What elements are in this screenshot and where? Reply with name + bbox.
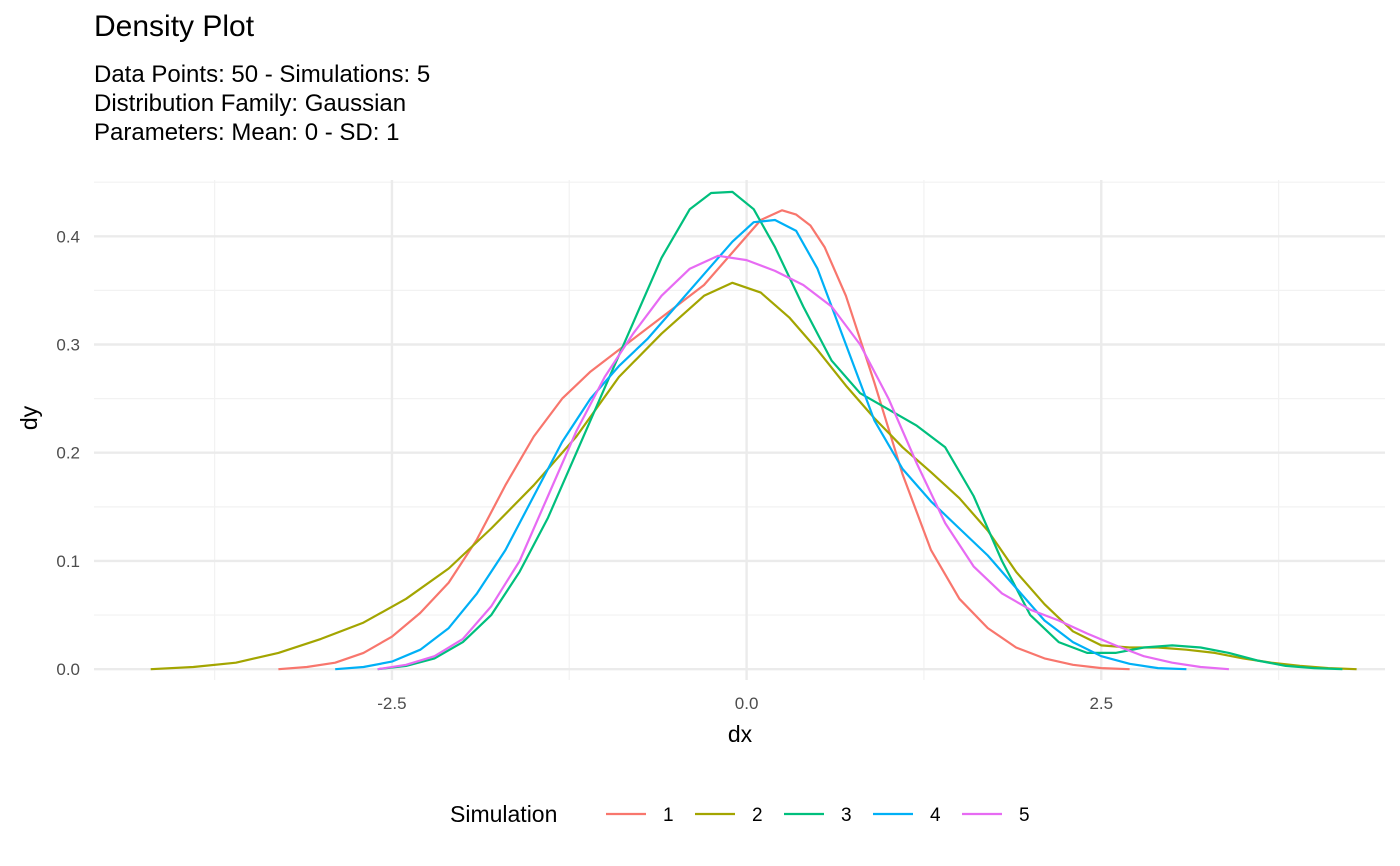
series-line-4 bbox=[335, 218, 1187, 671]
x-axis-title: dx bbox=[728, 721, 753, 747]
grid bbox=[94, 180, 1385, 680]
legend-label-4: 4 bbox=[930, 805, 941, 826]
chart-title: Density Plot bbox=[94, 10, 255, 43]
y-tick-label: 0.1 bbox=[56, 552, 80, 571]
chart-subtitle: Data Points: 50 - Simulations: 5 Distrib… bbox=[94, 60, 430, 147]
series-line-3 bbox=[377, 190, 1343, 671]
y-axis-title: dy bbox=[16, 405, 42, 430]
x-tick-label: 2.5 bbox=[1089, 694, 1113, 713]
y-tick-label: 0.4 bbox=[56, 227, 80, 246]
series-line-2 bbox=[150, 281, 1357, 671]
subtitle-line-data-points: Data Points: 50 - Simulations: 5 bbox=[94, 61, 431, 88]
legend: Simulation 1 2 3 4 5 bbox=[450, 801, 1030, 827]
tick-labels: -2.5 0.0 2.5 0.0 0.1 0.2 0.3 0.4 bbox=[56, 227, 1113, 713]
series-lines bbox=[150, 190, 1357, 671]
legend-title: Simulation bbox=[450, 801, 557, 827]
y-tick-label: 0.0 bbox=[56, 660, 80, 679]
legend-label-2: 2 bbox=[752, 805, 763, 826]
legend-label-5: 5 bbox=[1019, 805, 1030, 826]
series-line-5 bbox=[377, 254, 1229, 671]
x-tick-label: -2.5 bbox=[377, 694, 406, 713]
y-tick-label: 0.2 bbox=[56, 444, 80, 463]
x-tick-label: 0.0 bbox=[735, 694, 759, 713]
subtitle-line-parameters: Parameters: Mean: 0 - SD: 1 bbox=[94, 119, 400, 146]
legend-label-3: 3 bbox=[841, 805, 852, 826]
legend-label-1: 1 bbox=[663, 805, 674, 826]
subtitle-line-distribution: Distribution Family: Gaussian bbox=[94, 90, 407, 117]
series-line-1 bbox=[278, 209, 1130, 671]
y-tick-label: 0.3 bbox=[56, 336, 80, 355]
